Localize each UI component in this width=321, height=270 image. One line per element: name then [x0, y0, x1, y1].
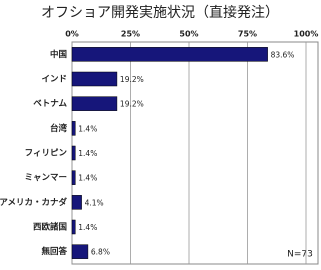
- value-label: 1.4%: [78, 174, 97, 183]
- value-label: 1.4%: [78, 124, 97, 133]
- y-tick-label: 無回答: [41, 246, 67, 257]
- x-tick-label: 25%: [121, 30, 140, 39]
- value-label: 19.2%: [120, 100, 144, 109]
- value-label: 1.4%: [78, 223, 97, 232]
- y-tick-label: アメリカ・カナダ: [0, 197, 67, 208]
- bar: [71, 195, 82, 210]
- bar: [71, 145, 76, 161]
- x-tick-label: 50%: [179, 30, 198, 39]
- value-label: 19.2%: [120, 75, 144, 84]
- value-label: 6.8%: [91, 248, 110, 257]
- value-label: 1.4%: [78, 149, 97, 158]
- bar: [71, 170, 76, 185]
- y-tick-label: インド: [41, 75, 67, 85]
- annotation: N=73: [287, 250, 313, 260]
- bar: [71, 121, 76, 136]
- chart-title: オフショア開発実施状況（直接発注）: [41, 4, 279, 21]
- x-tick-label: 75%: [238, 30, 257, 39]
- y-tick-label: フィリピン: [25, 148, 68, 159]
- bar: [71, 244, 89, 259]
- bar: [71, 47, 268, 62]
- bar: [71, 96, 118, 111]
- value-label: 83.6%: [271, 50, 295, 59]
- x-tick-label: 0%: [65, 30, 79, 39]
- y-tick-label: 西欧諸国: [33, 222, 67, 233]
- y-tick-label: ミャンマー: [24, 173, 67, 183]
- x-tick-label: 100%: [294, 30, 319, 39]
- y-tick-label: 台湾: [50, 123, 68, 134]
- bar: [71, 219, 76, 235]
- y-tick-label: 中国: [50, 49, 67, 60]
- bar: [71, 71, 118, 87]
- y-tick-label: ベトナム: [33, 99, 67, 109]
- value-label: 4.1%: [85, 198, 104, 207]
